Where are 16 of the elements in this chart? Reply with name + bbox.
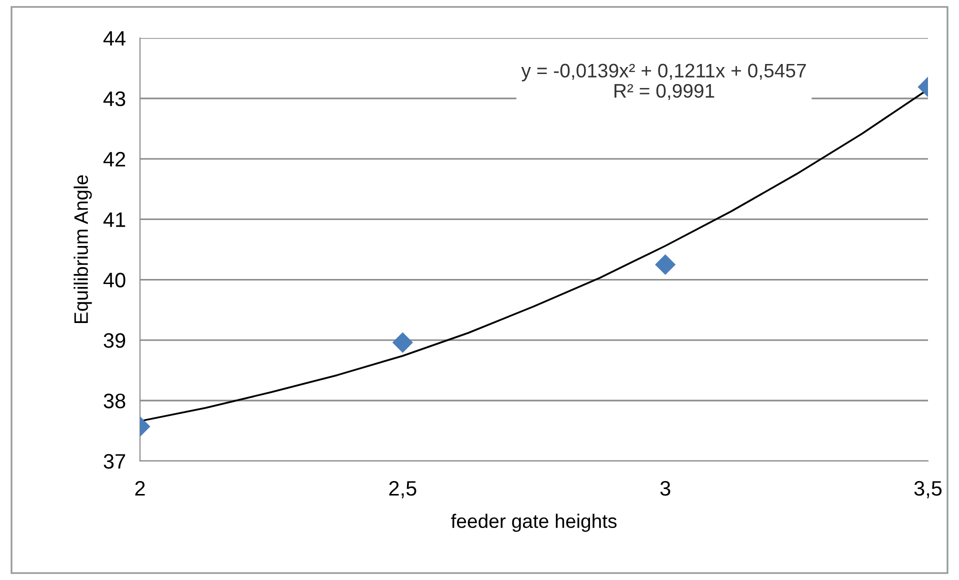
x-axis-title: feeder gate heights	[451, 514, 617, 532]
x-tick-label: 3,5	[914, 480, 942, 498]
y-tick-label: 39	[104, 333, 126, 348]
y-tick-label: 43	[103, 91, 126, 106]
y-tick-label: 41	[103, 212, 126, 227]
x-tick-label: 3	[660, 480, 670, 496]
y-tick-label: 37	[104, 454, 126, 469]
y-tick-label: 38	[104, 394, 126, 408]
y-tick-label: 42	[103, 152, 126, 166]
x-tick-label: 2	[135, 480, 145, 496]
annotation: y = -0,0139x² + 0,1211x + 0,5457	[521, 64, 806, 82]
y-axis-title: Equilibrium Angle	[74, 175, 92, 324]
y-tick-label: 44	[103, 31, 126, 46]
annotation: R² = 0,9991	[614, 84, 714, 100]
y-tick-label: 40	[103, 272, 126, 288]
x-tick-label: 2,5	[389, 480, 416, 498]
